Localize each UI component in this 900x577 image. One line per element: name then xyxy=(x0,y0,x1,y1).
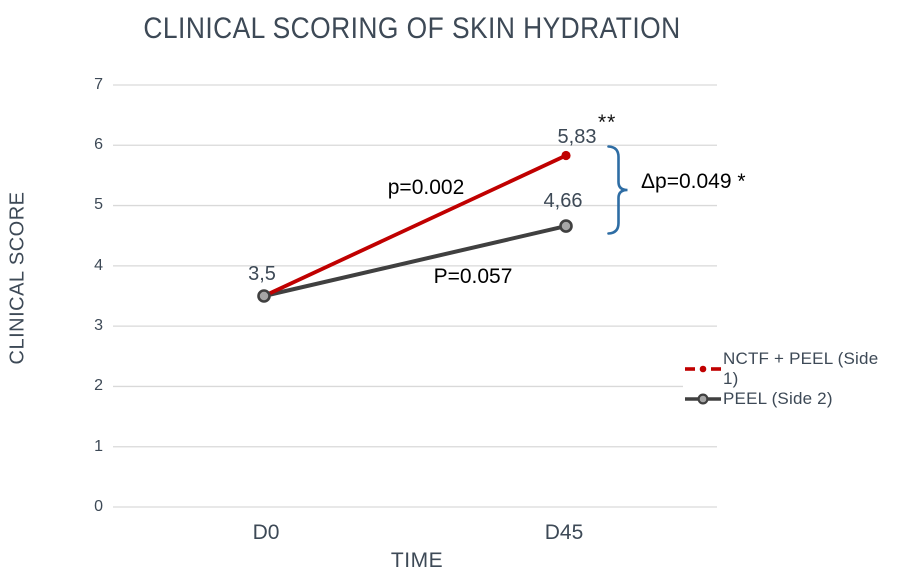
y-axis-title: CLINICAL SCORE xyxy=(6,191,29,365)
point-label-start: 3,5 xyxy=(248,263,276,285)
x-tick-d0: D0 xyxy=(252,521,280,544)
y-tick-7: 7 xyxy=(94,76,103,93)
y-tick-3: 3 xyxy=(94,317,103,334)
point-label-peel-d45: 4,66 xyxy=(543,190,583,212)
legend-marker-nctf-icon xyxy=(685,365,721,373)
p-value-nctf: p=0.002 xyxy=(387,176,465,199)
p-value-peel: P=0.057 xyxy=(433,265,513,288)
legend-label-nctf: NCTF + PEEL (Side 1) xyxy=(723,349,879,388)
y-tick-4: 4 xyxy=(94,257,103,274)
legend-item-nctf-peel: NCTF + PEEL (Side 1) xyxy=(685,349,896,388)
chart-title: CLINICAL SCORING OF SKIN HYDRATION xyxy=(143,12,681,45)
x-axis-title: TIME xyxy=(390,549,444,572)
legend-item-peel: PEEL (Side 2) xyxy=(685,384,896,414)
y-tick-0: 0 xyxy=(94,498,103,515)
significance-stars: ** xyxy=(598,111,617,134)
legend-marker-peel-icon xyxy=(685,393,721,405)
y-tick-2: 2 xyxy=(94,377,103,394)
legend-label-peel: PEEL (Side 2) xyxy=(723,389,833,408)
delta-p-annotation: Δp=0.049 * xyxy=(641,170,746,193)
point-label-nctf-d45: 5,83 xyxy=(557,126,597,148)
x-tick-d45: D45 xyxy=(544,521,584,544)
y-tick-6: 6 xyxy=(94,136,103,153)
legend: NCTF + PEEL (Side 1) PEEL (Side 2) xyxy=(683,349,900,415)
y-tick-1: 1 xyxy=(94,438,103,455)
y-tick-5: 5 xyxy=(94,196,103,213)
